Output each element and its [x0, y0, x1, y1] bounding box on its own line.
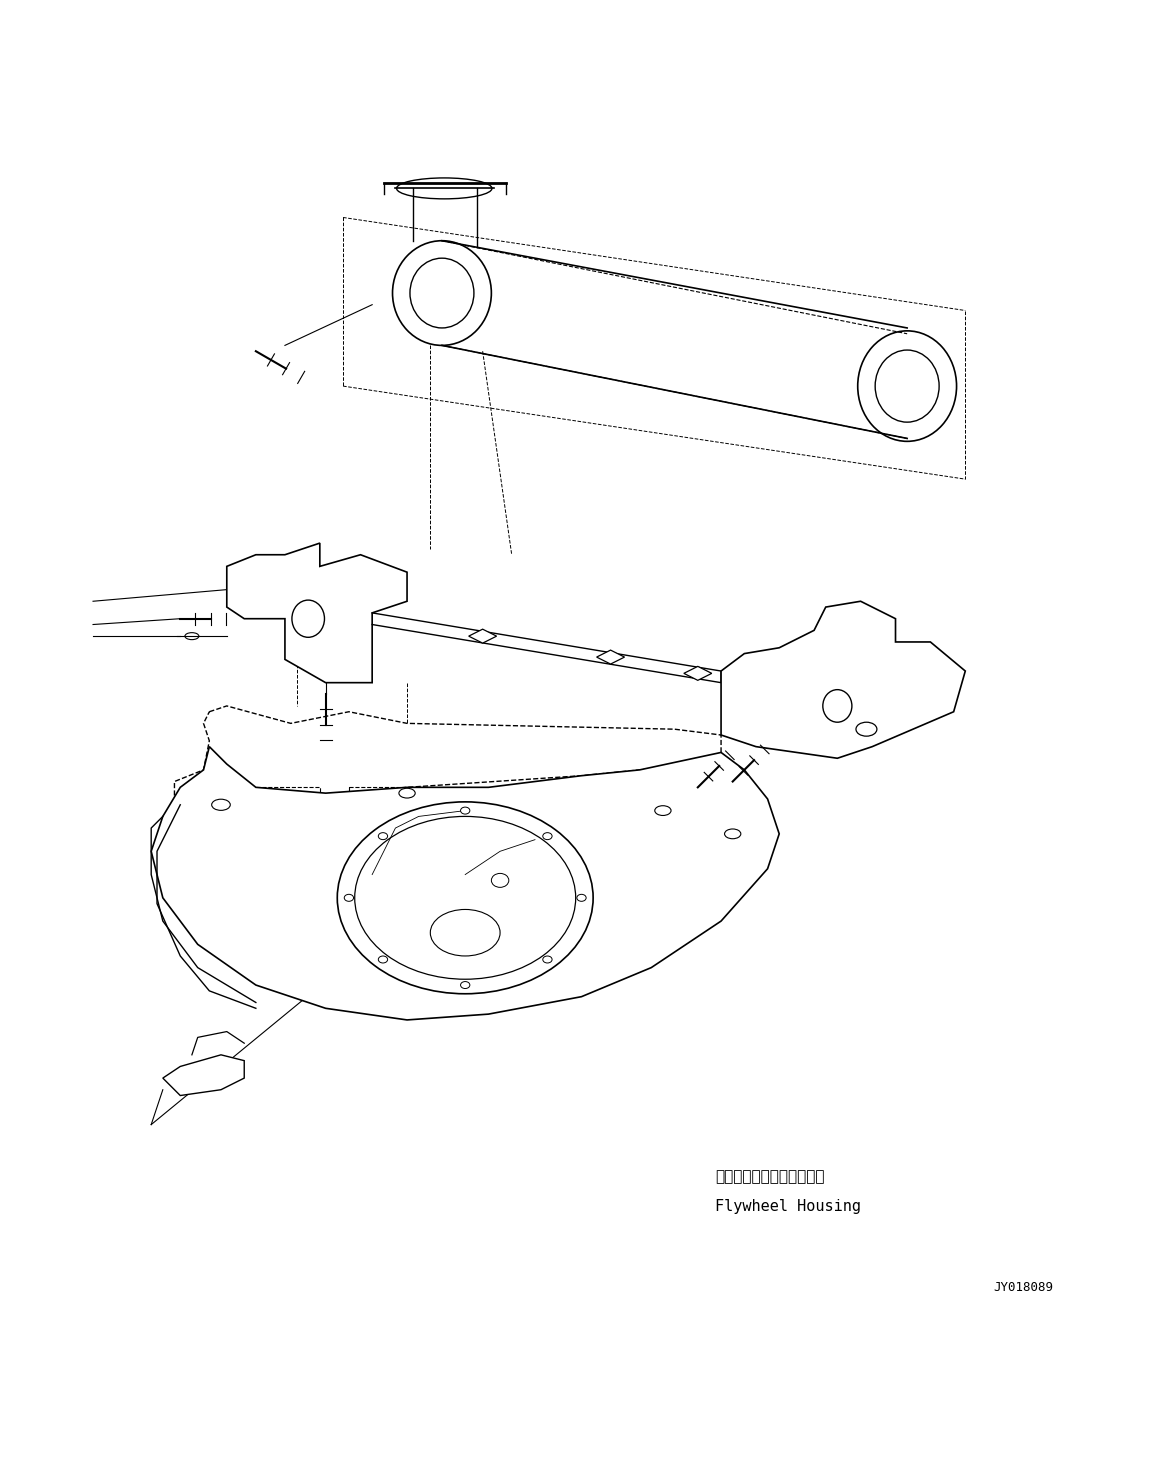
Text: Flywheel Housing: Flywheel Housing [715, 1198, 862, 1214]
Ellipse shape [543, 956, 552, 963]
Ellipse shape [378, 956, 387, 963]
Polygon shape [174, 706, 721, 810]
Ellipse shape [378, 832, 387, 839]
Polygon shape [469, 629, 497, 642]
Ellipse shape [543, 832, 552, 839]
Polygon shape [163, 1055, 244, 1095]
Text: フライホイールハウジング: フライホイールハウジング [715, 1170, 825, 1185]
Ellipse shape [823, 689, 851, 722]
Ellipse shape [461, 982, 470, 988]
Text: JY018089: JY018089 [993, 1280, 1054, 1294]
Ellipse shape [355, 816, 576, 979]
Polygon shape [151, 747, 779, 1020]
Ellipse shape [337, 801, 593, 994]
Ellipse shape [856, 722, 877, 736]
Ellipse shape [292, 600, 324, 638]
Polygon shape [684, 666, 712, 681]
Ellipse shape [461, 807, 470, 814]
Ellipse shape [577, 894, 586, 901]
Ellipse shape [344, 894, 354, 901]
Polygon shape [227, 542, 407, 682]
Polygon shape [721, 601, 965, 759]
Polygon shape [597, 650, 625, 664]
